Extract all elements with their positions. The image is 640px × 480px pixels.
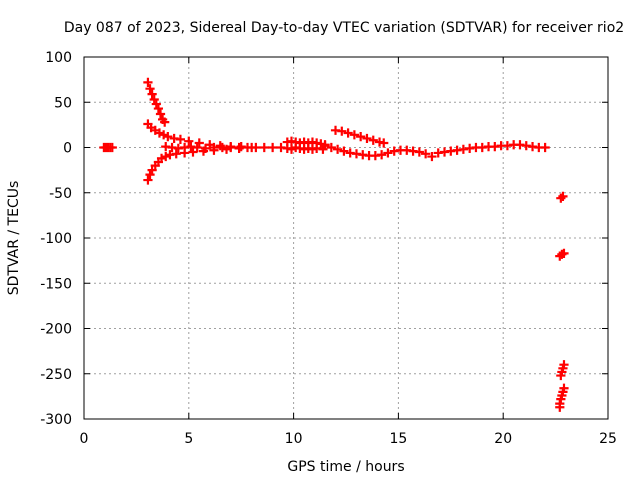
x-tick-label: 10: [285, 431, 303, 447]
data-points: [99, 77, 569, 412]
data-point: [427, 151, 437, 162]
data-point: [251, 142, 261, 153]
y-tick-label: 0: [63, 141, 72, 157]
y-tick-label: -100: [40, 231, 72, 247]
data-point: [147, 89, 157, 99]
data-point: [234, 142, 244, 153]
data-point: [368, 135, 378, 145]
data-point: [175, 134, 186, 144]
grid-lines: [84, 57, 608, 419]
y-tick-label: -300: [40, 412, 72, 428]
x-tick-label: 5: [184, 431, 193, 447]
data-point: [320, 141, 330, 151]
data-point: [163, 132, 173, 142]
data-point: [555, 402, 565, 412]
x-tick-label: 20: [494, 431, 512, 447]
y-tick-label: -150: [40, 276, 72, 292]
y-tick-label: -200: [40, 322, 72, 338]
data-point: [188, 147, 198, 157]
y-tick-label: 50: [54, 95, 72, 111]
data-point: [556, 370, 566, 381]
data-point: [383, 148, 393, 158]
axis-ticks: [83, 56, 609, 420]
data-point: [362, 133, 372, 144]
data-point: [337, 126, 347, 136]
data-point: [414, 147, 424, 157]
data-point: [343, 128, 353, 138]
data-point: [145, 84, 155, 94]
data-point: [379, 138, 389, 148]
data-point: [209, 142, 219, 153]
y-tick-labels: 100 50 0 -50 -100 -150 -200 -250 -300: [40, 50, 72, 428]
data-point: [155, 109, 166, 119]
data-point: [143, 175, 153, 185]
data-point: [268, 142, 278, 153]
chart-title: Day 087 of 2023, Sidereal Day-to-day VTE…: [64, 20, 624, 36]
data-point: [259, 142, 269, 153]
x-tick-label: 25: [599, 431, 617, 447]
data-point: [242, 142, 253, 153]
data-point: [339, 146, 349, 156]
data-point: [356, 132, 366, 142]
data-point: [160, 117, 170, 127]
y-tick-label: -50: [49, 186, 72, 202]
data-point: [217, 142, 227, 153]
x-axis-label: GPS time / hours: [287, 459, 404, 475]
data-point: [540, 142, 550, 153]
data-point: [349, 130, 359, 140]
data-point: [421, 149, 431, 159]
y-tick-label: -250: [40, 367, 72, 383]
data-point: [377, 150, 387, 160]
data-point: [107, 142, 117, 153]
data-point: [200, 143, 211, 154]
data-point: [192, 142, 202, 153]
data-point: [333, 144, 343, 154]
data-point: [143, 77, 153, 87]
data-point: [171, 149, 181, 159]
y-axis-label: SDTVAR / TECUs: [6, 181, 22, 296]
data-point: [184, 136, 194, 146]
y-tick-label: 100: [45, 50, 72, 66]
x-tick-labels: 0 5 10 15 20 25: [80, 431, 617, 447]
data-point: [558, 191, 568, 201]
data-point: [153, 103, 164, 114]
x-tick-label: 0: [80, 431, 89, 447]
data-point: [326, 142, 336, 153]
x-tick-label: 15: [389, 431, 407, 447]
data-point: [559, 248, 569, 258]
data-point: [226, 142, 236, 153]
